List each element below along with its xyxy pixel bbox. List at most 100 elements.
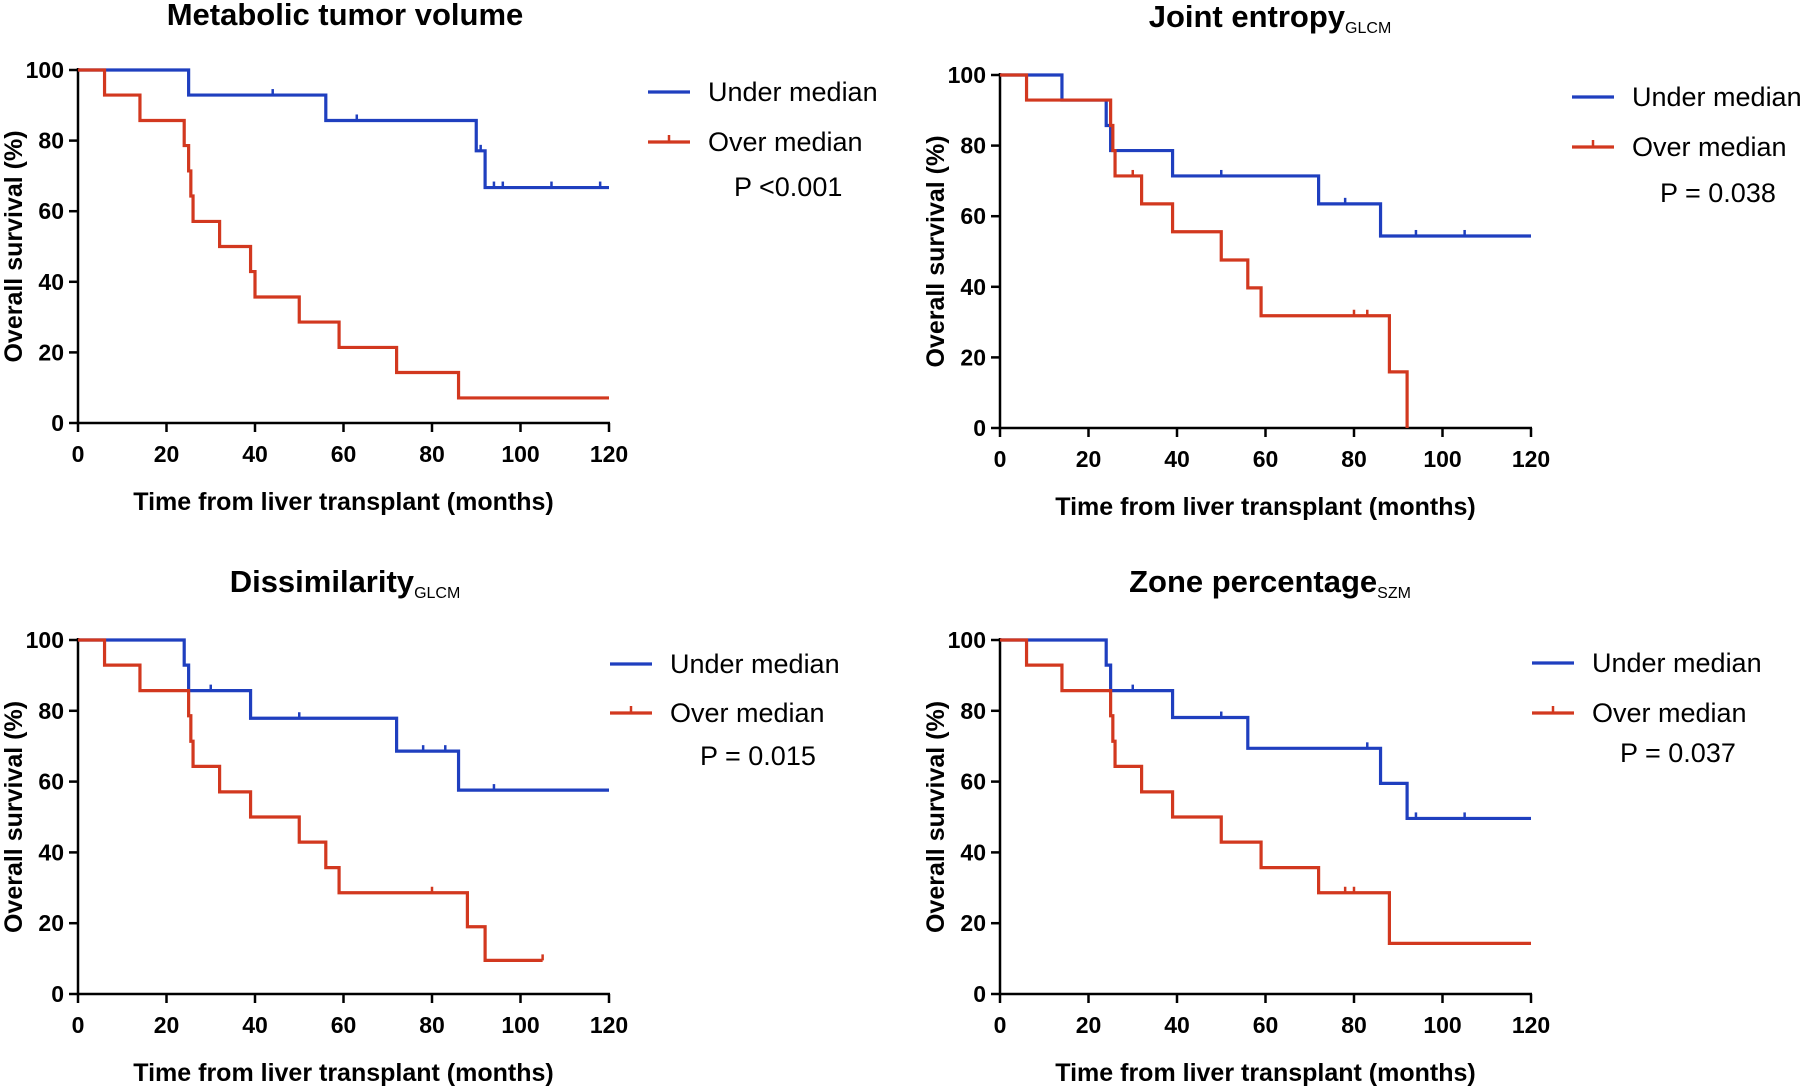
y-tick-label: 20 [960, 910, 986, 936]
chart-title-main: Zone percentage [1129, 564, 1377, 599]
survival-step-line [78, 68, 609, 400]
y-tick-label: 20 [38, 910, 64, 936]
x-tick-label: 20 [1076, 446, 1102, 472]
legend-label: Over median [1592, 698, 1747, 728]
p-value: P = 0.015 [700, 741, 816, 771]
survival-step-line [1000, 638, 1531, 945]
y-axis-label: Overall survival (%) [922, 701, 950, 933]
chart-title: Metabolic tumor volume [167, 0, 524, 32]
x-tick-label: 120 [590, 441, 628, 467]
survival-step-line [78, 68, 609, 190]
chart-panel-2: Joint entropyGLCM 0 20 40 60 80 100 0 20 40 60 80 10… [922, 0, 1802, 521]
y-tick-label: 0 [51, 981, 64, 1007]
series-over-median: Over median [78, 638, 825, 962]
p-value: P = 0.038 [1660, 178, 1776, 208]
y-tick-label: 40 [38, 839, 64, 865]
legend-label: Under median [1632, 82, 1802, 112]
y-tick-label: 100 [26, 57, 64, 83]
x-tick-label: 40 [1164, 446, 1190, 472]
series-over-median: Over median [1000, 638, 1747, 945]
y-tick-label: 100 [948, 62, 986, 88]
x-tick-label: 20 [154, 1012, 180, 1038]
x-tick-label: 80 [1341, 446, 1367, 472]
chart-title: DissimilarityGLCM [230, 564, 461, 602]
y-axis-label: Overall survival (%) [0, 701, 28, 933]
y-tick-label: 60 [38, 769, 64, 795]
x-tick-label: 40 [242, 441, 268, 467]
y-tick-label: 60 [38, 198, 64, 224]
x-tick-label: 80 [419, 441, 445, 467]
y-tick-label: 0 [973, 415, 986, 441]
survival-step-line [78, 638, 609, 792]
series-under-median: Under median [78, 638, 840, 792]
y-tick-label: 80 [960, 698, 986, 724]
y-tick-label: 80 [960, 133, 986, 159]
y-tick-label: 40 [960, 274, 986, 300]
y-tick-label: 0 [973, 981, 986, 1007]
p-value: P = 0.037 [1620, 738, 1736, 768]
series-under-median: Under median [1000, 638, 1762, 821]
y-tick-label: 80 [38, 128, 64, 154]
y-axis-label: Overall survival (%) [922, 135, 950, 367]
survival-step-line [1000, 638, 1531, 821]
legend-label: Over median [708, 127, 863, 157]
x-tick-label: 120 [1512, 446, 1550, 472]
y-tick-label: 100 [26, 627, 64, 653]
x-tick-label: 80 [419, 1012, 445, 1038]
chart-title-main: Metabolic tumor volume [167, 0, 524, 32]
chart-panel-4: Zone percentageSZM 0 20 40 60 80 100 0 20 40 60 80 1… [922, 564, 1762, 1087]
x-axis-label: Time from liver transplant (months) [1055, 1059, 1475, 1087]
x-tick-label: 0 [994, 1012, 1007, 1038]
y-tick-label: 40 [960, 839, 986, 865]
x-tick-label: 0 [72, 1012, 85, 1038]
chart-title-subscript: SZM [1377, 585, 1411, 602]
x-tick-label: 100 [1423, 1012, 1461, 1038]
legend-label: Under median [1592, 648, 1762, 678]
chart-title: Zone percentageSZM [1129, 564, 1411, 602]
x-tick-label: 80 [1341, 1012, 1367, 1038]
x-tick-label: 40 [1164, 1012, 1190, 1038]
chart-title-subscript: GLCM [1345, 20, 1391, 37]
y-tick-label: 60 [960, 203, 986, 229]
x-tick-label: 0 [72, 441, 85, 467]
y-tick-label: 40 [38, 269, 64, 295]
y-tick-label: 100 [948, 627, 986, 653]
x-tick-label: 120 [1512, 1012, 1550, 1038]
y-tick-label: 80 [38, 698, 64, 724]
p-value: P <0.001 [734, 172, 842, 202]
x-tick-label: 20 [1076, 1012, 1102, 1038]
x-tick-label: 60 [331, 441, 357, 467]
chart-title: Joint entropyGLCM [1149, 0, 1392, 37]
chart-title-main: Joint entropy [1149, 0, 1346, 34]
survival-step-line [78, 638, 543, 962]
chart-title-subscript: GLCM [414, 585, 460, 602]
series-over-median: Over median [1000, 73, 1787, 428]
x-tick-label: 60 [1253, 446, 1279, 472]
chart-panel-3: DissimilarityGLCM 0 20 40 60 80 100 0 20 40 60 80 10… [0, 564, 840, 1087]
y-tick-label: 20 [960, 344, 986, 370]
legend-label: Under median [670, 649, 840, 679]
chart-panel-1: Metabolic tumor volume 0 20 40 60 80 100 0 20 40 6… [0, 0, 878, 516]
x-tick-label: 60 [1253, 1012, 1279, 1038]
chart-title-main: Dissimilarity [230, 564, 415, 599]
y-tick-label: 60 [960, 769, 986, 795]
x-tick-label: 0 [994, 446, 1007, 472]
x-tick-label: 120 [590, 1012, 628, 1038]
legend-label: Over median [1632, 132, 1787, 162]
x-tick-label: 40 [242, 1012, 268, 1038]
x-tick-label: 100 [1423, 446, 1461, 472]
x-tick-label: 20 [154, 441, 180, 467]
legend-label: Over median [670, 698, 825, 728]
y-axis-label: Overall survival (%) [0, 130, 28, 362]
x-tick-label: 100 [501, 1012, 539, 1038]
series-over-median: Over median [78, 68, 863, 400]
x-axis-label: Time from liver transplant (months) [133, 1059, 553, 1087]
y-tick-label: 20 [38, 339, 64, 365]
x-axis-label: Time from liver transplant (months) [1055, 493, 1475, 521]
survival-step-line [1000, 73, 1409, 428]
y-tick-label: 0 [51, 410, 64, 436]
legend-label: Under median [708, 77, 878, 107]
x-axis-label: Time from liver transplant (months) [133, 488, 553, 516]
series-under-median: Under median [78, 68, 878, 190]
